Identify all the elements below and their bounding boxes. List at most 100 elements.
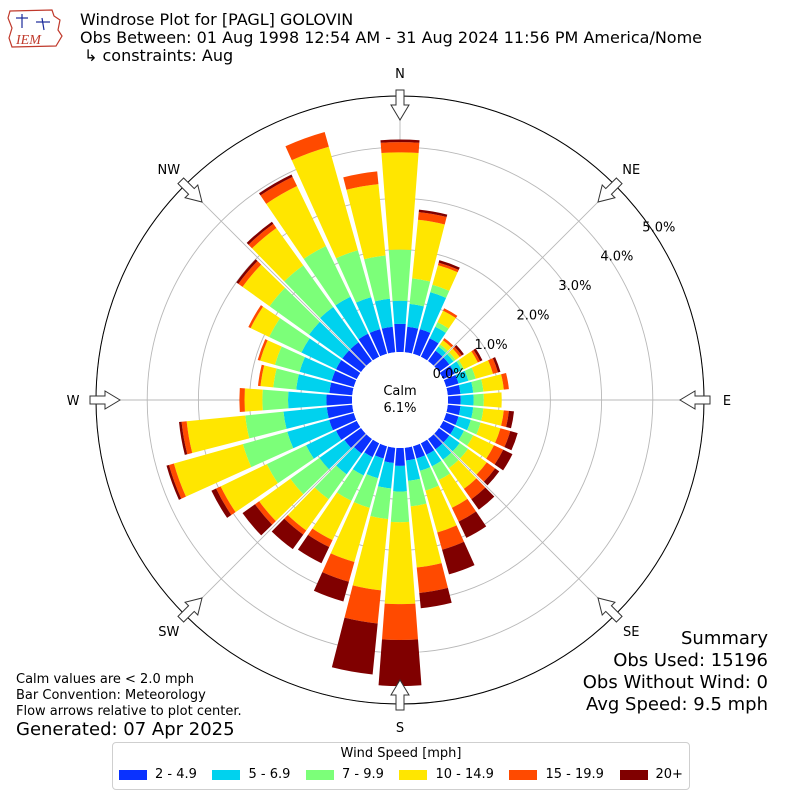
bar-segment: [266, 186, 326, 259]
bar-segment: [242, 431, 294, 468]
sector-170: [404, 446, 452, 609]
sector-50: [434, 345, 464, 372]
bar-segment: [326, 394, 353, 406]
obs-range: Obs Between: 01 Aug 1998 12:54 AM - 31 A…: [80, 28, 703, 47]
bar-segment: [245, 411, 287, 439]
radial-tick-label: 0.0%: [433, 367, 466, 382]
sector-20: [412, 260, 460, 357]
bar-segment: [313, 572, 349, 602]
chart-title: Windrose Plot for [PAGL] GOLOVIN: [80, 10, 354, 29]
bar-segment: [284, 514, 307, 535]
sector-80: [446, 372, 509, 396]
bar-segment: [473, 393, 484, 407]
bar-segment: [274, 346, 305, 372]
bar-segment: [238, 260, 262, 287]
bar-segment: [506, 410, 514, 429]
bar-segment: [319, 439, 351, 470]
bar-segment: [435, 346, 447, 357]
bar-segment: [395, 447, 405, 466]
bar-segment: [435, 322, 449, 333]
bar-segment: [442, 452, 459, 469]
bar-segment: [380, 139, 420, 143]
bar-segment: [437, 525, 464, 550]
sector-160: [412, 443, 475, 575]
sector-140: [428, 434, 495, 510]
bar-segment: [262, 389, 289, 411]
bar-segment: [476, 422, 501, 443]
bar-segment: [352, 515, 389, 591]
compass-label-n: N: [395, 67, 405, 82]
bar-segment: [448, 460, 477, 489]
bar-segment: [455, 416, 471, 431]
summary-obs-used: Obs Used: 15196: [613, 650, 768, 671]
legend-title: Wind Speed [mph]: [340, 746, 462, 761]
bar-segment: [331, 370, 357, 388]
sector-130: [434, 428, 500, 486]
bar-segment: [382, 603, 418, 640]
bar-segment: [419, 467, 439, 491]
legend-label: 2 - 4.9: [155, 767, 197, 782]
bar-segment: [443, 308, 458, 319]
bar-segment: [417, 212, 447, 225]
bar-segment: [287, 487, 329, 531]
bar-segment: [390, 491, 410, 523]
bar-segment: [299, 357, 336, 381]
bar-segment: [439, 340, 452, 351]
bar-segment: [173, 444, 252, 497]
bar-segment: [458, 351, 478, 370]
iem-logo: IEM: [6, 6, 64, 52]
bar-segment: [216, 486, 236, 516]
bar-segment: [446, 404, 461, 416]
bar-segment: [458, 511, 487, 538]
bar-segment: [443, 353, 454, 365]
bar-segment: [434, 428, 450, 443]
logo-text: IEM: [15, 33, 42, 48]
bar-segment: [495, 428, 511, 448]
bar-segment: [329, 412, 357, 431]
bar-segment: [494, 449, 513, 471]
calm-value: 6.1%: [383, 401, 416, 416]
sector-290: [257, 339, 357, 388]
legend-item: 7 - 9.9: [305, 767, 384, 782]
legend-swatch: [212, 769, 241, 780]
generated-date: Generated: 07 Apr 2025: [16, 719, 235, 740]
legend-swatch: [619, 769, 648, 780]
bar-segment: [330, 502, 370, 563]
sector-200: [313, 443, 388, 602]
legend-item: 2 - 4.9: [119, 767, 197, 782]
bar-segment: [419, 292, 447, 333]
bar-segment: [242, 264, 286, 307]
bar-segment: [335, 359, 361, 380]
sector-70: [443, 357, 501, 388]
bar-segment: [501, 410, 509, 428]
bar-segment: [394, 323, 406, 353]
legend: Wind Speed [mph] 2 - 4.9 5 - 6.9 7 - 9.9 10…: [112, 742, 690, 790]
bar-segment: [471, 379, 484, 393]
bar-segment: [186, 415, 250, 453]
iem-logo-icon: IEM: [7, 9, 63, 48]
windrose-bars: [166, 131, 518, 687]
bar-segment: [336, 447, 362, 475]
compass-arrow: [597, 177, 623, 203]
bar-segment: [406, 458, 421, 481]
sector-30: [420, 308, 458, 361]
bar-segment: [418, 209, 448, 218]
sector-330: [258, 174, 380, 361]
sector-210: [297, 439, 380, 564]
bar-segment: [260, 176, 298, 204]
bar-segment: [260, 340, 282, 365]
sector-230: [242, 428, 366, 536]
compass-arrow: [597, 597, 623, 623]
bar-segment: [504, 431, 518, 451]
legend-swatch: [119, 769, 147, 780]
bar-segment: [366, 455, 384, 479]
bar-segment: [443, 412, 459, 426]
compass-arrow: [89, 390, 121, 410]
bar-segment: [336, 469, 364, 501]
sector-190: [331, 446, 396, 675]
bar-segment: [248, 305, 264, 329]
bar-segment: [409, 278, 431, 307]
compass-label-e: E: [723, 394, 731, 409]
bar-segment: [416, 455, 431, 471]
